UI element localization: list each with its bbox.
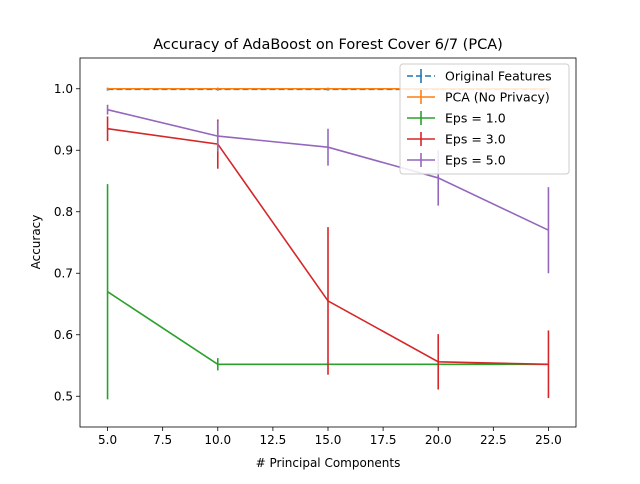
x-tick-label: 20.0: [425, 433, 452, 447]
x-tick-label: 25.0: [535, 433, 562, 447]
x-tick-label: 7.5: [153, 433, 172, 447]
y-tick-label: 0.7: [54, 266, 73, 280]
y-tick-label: 0.6: [54, 328, 73, 342]
y-tick-label: 1.0: [54, 82, 73, 96]
x-tick-label: 17.5: [370, 433, 397, 447]
x-tick-label: 12.5: [260, 433, 287, 447]
legend: Original Features PCA (No Privacy) Eps = 1…: [400, 64, 569, 174]
y-tick-label: 0.8: [54, 205, 73, 219]
y-axis-label: Accuracy: [29, 215, 43, 270]
y-tick-label: 0.5: [54, 389, 73, 403]
x-tick-label: 10.0: [204, 433, 231, 447]
legend-entry-label: PCA (No Privacy): [445, 90, 550, 105]
x-axis-label: # Principal Components: [256, 456, 401, 470]
x-tick-label: 22.5: [480, 433, 507, 447]
legend-entry-label: Eps = 5.0: [445, 153, 506, 168]
y-tick-label: 0.9: [54, 143, 73, 157]
chart-title: Accuracy of AdaBoost on Forest Cover 6/7…: [153, 37, 503, 53]
x-tick-label: 5.0: [98, 433, 117, 447]
x-tick-label: 15.0: [315, 433, 342, 447]
legend-entry-label: Original Features: [445, 69, 552, 84]
legend-entry-label: Eps = 3.0: [445, 132, 506, 147]
legend-entry-label: Eps = 1.0: [445, 111, 506, 126]
